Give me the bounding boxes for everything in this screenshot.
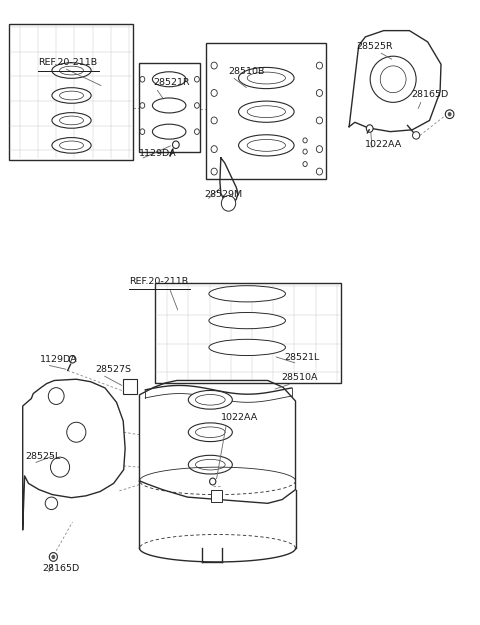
Ellipse shape bbox=[194, 76, 199, 82]
Ellipse shape bbox=[153, 98, 186, 113]
Ellipse shape bbox=[140, 76, 145, 82]
Ellipse shape bbox=[303, 162, 307, 167]
Ellipse shape bbox=[50, 457, 70, 477]
Ellipse shape bbox=[412, 132, 420, 139]
Ellipse shape bbox=[45, 497, 58, 509]
Text: 28510A: 28510A bbox=[282, 373, 318, 382]
Ellipse shape bbox=[67, 422, 86, 442]
Ellipse shape bbox=[303, 149, 307, 154]
Text: REF.20-211B: REF.20-211B bbox=[38, 58, 97, 68]
Text: 28521L: 28521L bbox=[284, 353, 319, 362]
Ellipse shape bbox=[239, 135, 294, 156]
Text: 28165D: 28165D bbox=[411, 89, 449, 99]
Ellipse shape bbox=[60, 141, 84, 150]
Ellipse shape bbox=[60, 91, 84, 100]
Polygon shape bbox=[349, 31, 441, 132]
Ellipse shape bbox=[172, 141, 179, 149]
Ellipse shape bbox=[445, 110, 454, 119]
Ellipse shape bbox=[316, 62, 323, 69]
Text: REF.20-211B: REF.20-211B bbox=[129, 278, 188, 286]
Ellipse shape bbox=[239, 68, 294, 89]
Bar bbox=[211, 489, 222, 502]
Text: 28165D: 28165D bbox=[42, 564, 79, 573]
Ellipse shape bbox=[209, 339, 286, 356]
Ellipse shape bbox=[316, 89, 323, 96]
Ellipse shape bbox=[60, 116, 84, 125]
Ellipse shape bbox=[195, 459, 225, 470]
Text: 1022AA: 1022AA bbox=[221, 412, 258, 422]
Ellipse shape bbox=[221, 196, 236, 211]
Ellipse shape bbox=[211, 62, 217, 69]
Ellipse shape bbox=[211, 168, 217, 175]
Ellipse shape bbox=[52, 88, 91, 103]
Ellipse shape bbox=[380, 66, 406, 92]
Ellipse shape bbox=[140, 102, 145, 108]
Ellipse shape bbox=[448, 112, 452, 116]
Text: 28525L: 28525L bbox=[25, 452, 61, 461]
Bar bbox=[9, 24, 133, 160]
Ellipse shape bbox=[49, 552, 58, 561]
Text: 28510B: 28510B bbox=[228, 66, 265, 76]
Text: 28525R: 28525R bbox=[356, 42, 393, 51]
Ellipse shape bbox=[366, 125, 373, 132]
Text: 1129DA: 1129DA bbox=[40, 354, 78, 364]
Ellipse shape bbox=[211, 146, 217, 152]
Ellipse shape bbox=[211, 89, 217, 96]
Text: 1022AA: 1022AA bbox=[365, 140, 403, 149]
Ellipse shape bbox=[370, 56, 416, 102]
Text: 28527S: 28527S bbox=[96, 364, 132, 374]
Ellipse shape bbox=[316, 146, 323, 152]
Ellipse shape bbox=[194, 102, 199, 108]
Ellipse shape bbox=[195, 394, 225, 405]
Ellipse shape bbox=[209, 312, 286, 329]
Bar bbox=[155, 283, 340, 383]
Bar bbox=[205, 43, 326, 179]
Ellipse shape bbox=[303, 138, 307, 143]
Polygon shape bbox=[23, 379, 125, 529]
Ellipse shape bbox=[52, 138, 91, 153]
Ellipse shape bbox=[127, 384, 133, 390]
Bar bbox=[139, 63, 200, 152]
Ellipse shape bbox=[140, 129, 145, 134]
Bar bbox=[123, 379, 137, 394]
Text: 28529M: 28529M bbox=[204, 190, 243, 199]
Ellipse shape bbox=[60, 66, 84, 75]
Ellipse shape bbox=[194, 129, 199, 134]
Ellipse shape bbox=[48, 388, 64, 404]
Ellipse shape bbox=[188, 391, 232, 409]
Ellipse shape bbox=[195, 427, 225, 438]
Ellipse shape bbox=[52, 62, 91, 78]
Ellipse shape bbox=[153, 124, 186, 139]
Ellipse shape bbox=[51, 555, 55, 559]
Ellipse shape bbox=[209, 286, 286, 302]
Ellipse shape bbox=[316, 117, 323, 124]
Ellipse shape bbox=[247, 72, 286, 84]
Ellipse shape bbox=[188, 423, 232, 442]
Ellipse shape bbox=[247, 139, 286, 151]
Polygon shape bbox=[140, 381, 296, 503]
Text: 1129DA: 1129DA bbox=[139, 149, 176, 158]
Ellipse shape bbox=[153, 72, 186, 87]
Ellipse shape bbox=[247, 106, 286, 118]
Text: 28521R: 28521R bbox=[153, 78, 190, 87]
Ellipse shape bbox=[239, 101, 294, 122]
Ellipse shape bbox=[211, 117, 217, 124]
Ellipse shape bbox=[69, 356, 76, 363]
Ellipse shape bbox=[316, 168, 323, 175]
Ellipse shape bbox=[210, 478, 216, 485]
Ellipse shape bbox=[52, 112, 91, 128]
Ellipse shape bbox=[188, 455, 232, 474]
